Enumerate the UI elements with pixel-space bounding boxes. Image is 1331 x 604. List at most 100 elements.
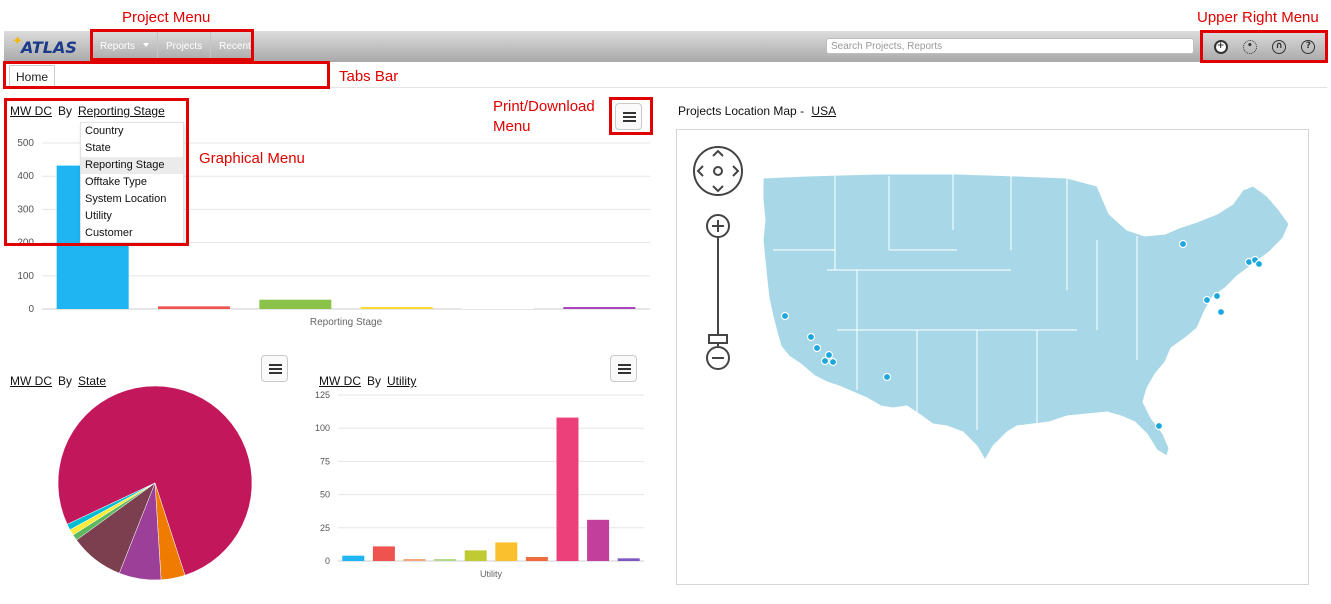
bar — [403, 559, 426, 561]
dropdown-option-system-location[interactable]: System Location — [85, 193, 167, 205]
chart1-by-label: By — [58, 104, 73, 118]
menu-projects-label: Projects — [166, 41, 203, 52]
bar — [525, 557, 548, 561]
annotation-box-upper-right-menu — [1200, 30, 1328, 63]
annotation-project-menu: Project Menu — [122, 9, 211, 26]
chart2-print-download-button[interactable] — [261, 355, 288, 382]
hamburger-icon — [269, 364, 282, 366]
logo-star-icon: ✦ — [12, 33, 23, 48]
chart2-header: MW DC By State — [10, 374, 106, 388]
bar — [495, 542, 518, 561]
menu-reports[interactable]: Reports — [92, 31, 159, 62]
map-marker — [824, 350, 834, 360]
annotation-graphical-menu: Graphical Menu — [199, 150, 305, 167]
chart2-dimension-link[interactable]: State — [78, 374, 107, 388]
chart3-header: MW DC By Utility — [319, 374, 416, 388]
bar — [434, 559, 457, 561]
top-navigation-bar: ✦ ATLAS Reports Projects Recent Search P… — [4, 31, 1327, 62]
user-icon[interactable]: ∩ — [1272, 39, 1287, 54]
bar — [617, 558, 640, 561]
project-location-markers — [780, 239, 1264, 431]
hamburger-icon-bar — [269, 368, 282, 370]
hamburger-icon — [618, 364, 631, 366]
chart3-by-label: By — [367, 374, 382, 388]
hamburger-icon-bar — [618, 368, 631, 370]
bar — [372, 546, 395, 561]
dropdown-option-country[interactable]: Country — [85, 125, 124, 137]
map-marker — [1154, 421, 1164, 431]
annotation-print-download-line2: Menu — [493, 118, 531, 135]
annotation-tabs-bar: Tabs Bar — [339, 68, 399, 85]
dropdown-option-customer[interactable]: Customer — [85, 227, 133, 239]
x-axis-label: Utility — [480, 569, 502, 579]
map-marker — [1202, 295, 1212, 305]
annotation-box-print-download-menu — [609, 97, 653, 135]
y-tick-label: 300 — [17, 204, 34, 215]
y-tick-label: 25 — [320, 523, 330, 533]
annotation-print-download-menu: Print/Download Menu — [493, 97, 595, 137]
upper-right-menu: + • ∩ ? — [1202, 31, 1327, 62]
chart2-by-label: By — [58, 374, 73, 388]
chart3-metric-link[interactable]: MW DC — [319, 374, 361, 388]
map-canvas — [693, 146, 1290, 462]
bar — [563, 307, 636, 309]
dropdown-option-state[interactable]: State — [85, 142, 111, 154]
usa-map-shape — [762, 173, 1290, 462]
dropdown-option-reporting-stage[interactable]: Reporting Stage — [81, 157, 183, 174]
map-pan-control[interactable] — [693, 146, 743, 196]
menu-reports-label: Reports — [100, 41, 136, 52]
annotation-box-project-menu — [90, 29, 254, 61]
chart2-state-pie-chart — [57, 385, 253, 581]
y-tick-label: 100 — [315, 423, 330, 433]
bar — [360, 307, 433, 309]
chart1-metric-link[interactable]: MW DC — [10, 104, 52, 118]
y-tick-label: 125 — [315, 390, 330, 400]
chevron-down-icon — [143, 42, 150, 47]
bar — [158, 306, 230, 309]
hamburger-icon-bar — [269, 372, 282, 374]
bar — [342, 555, 365, 561]
y-tick-label: 100 — [17, 271, 34, 282]
state-borders — [773, 174, 1138, 430]
gear-icon[interactable]: • — [1242, 39, 1257, 54]
map-marker — [1178, 239, 1188, 249]
chart3-utility-bar-chart: 0 25 50 75 100 125 Utility — [315, 390, 644, 579]
map-zoom-out-button[interactable] — [706, 346, 730, 370]
menu-recent[interactable]: Recent — [211, 31, 259, 62]
annotation-box-graphical-menu — [4, 98, 189, 246]
menu-projects[interactable]: Projects — [158, 31, 212, 62]
map-region-link[interactable]: USA — [811, 104, 837, 118]
hamburger-icon-bar — [623, 116, 636, 118]
chart1-print-download-button[interactable] — [615, 103, 642, 130]
chart3-dimension-link[interactable]: Utility — [387, 374, 417, 388]
annotation-box-tabs-bar — [3, 61, 330, 89]
bar — [556, 417, 579, 561]
dropdown-option-utility[interactable]: Utility — [85, 210, 112, 222]
y-tick-label: 0 — [28, 304, 34, 315]
map-marker — [806, 332, 816, 342]
map-title-prefix: Projects Location Map - — [678, 104, 808, 118]
y-tick-label: 75 — [320, 456, 330, 466]
map-marker — [1216, 307, 1226, 317]
menu-recent-label: Recent — [219, 41, 251, 52]
map-zoom-slider-handle[interactable] — [708, 334, 728, 344]
chart2-metric-link[interactable]: MW DC — [10, 374, 52, 388]
tab-home[interactable]: Home — [9, 65, 56, 87]
add-icon[interactable]: + — [1213, 39, 1228, 54]
projects-location-map[interactable] — [676, 129, 1309, 585]
tabs-bar: Home — [4, 62, 1327, 88]
pie-slice — [57, 385, 253, 576]
map-header: Projects Location Map - USA — [678, 104, 836, 118]
annotation-print-download-line1: Print/Download — [493, 98, 595, 115]
bar — [462, 307, 534, 309]
map-zoom-in-button[interactable] — [706, 214, 730, 238]
chart3-print-download-button[interactable] — [610, 355, 637, 382]
map-marker — [812, 343, 822, 353]
dropdown-option-offtake-type[interactable]: Offtake Type — [85, 176, 147, 188]
logo-text: ATLAS — [21, 38, 77, 57]
help-icon[interactable]: ? — [1301, 39, 1316, 54]
search-input[interactable]: Search Projects, Reports — [826, 38, 1194, 54]
atlas-logo[interactable]: ✦ ATLAS — [10, 33, 77, 58]
chart1-header: MW DC By Reporting Stage — [10, 104, 165, 118]
chart1-dimension-link[interactable]: Reporting Stage — [78, 104, 165, 118]
